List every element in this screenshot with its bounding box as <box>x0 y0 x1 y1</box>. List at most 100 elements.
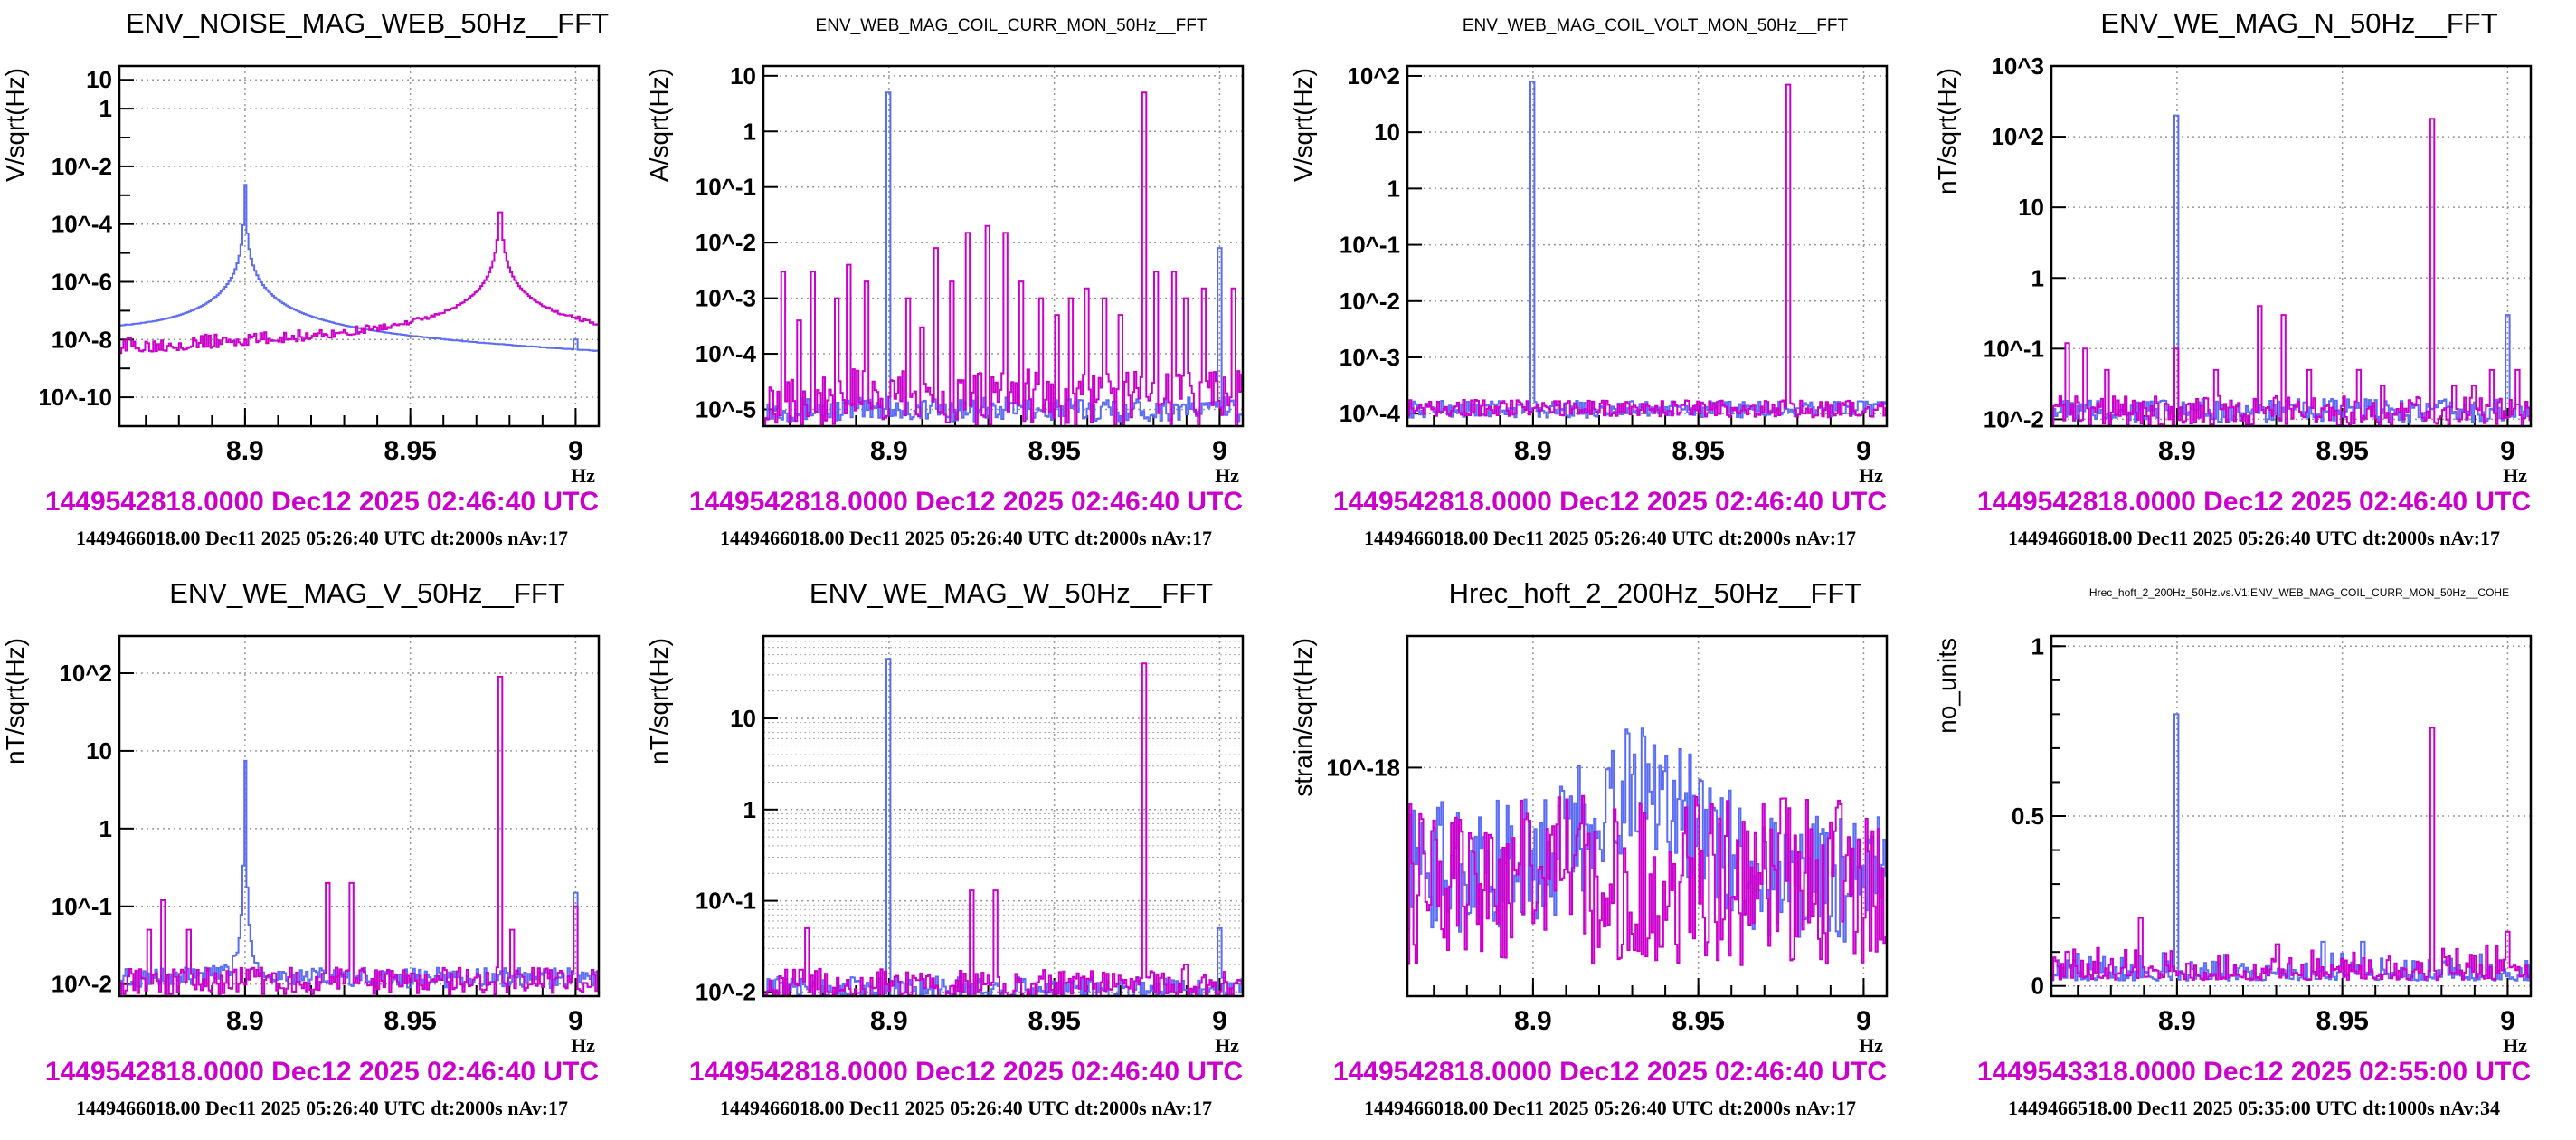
x-axis-label: Hz <box>2503 1034 2527 1057</box>
chart-svg: 10^-5 10^-4 10^-3 10^-2 10^-1 1 10 8.9 8.95 9Hz A/… <box>645 62 1245 487</box>
chart-svg: 10^-2 10^-1 1 10 8.9 8.95 9Hz nT/sqrt(Hz) <box>645 634 1245 1057</box>
y-tick-label: 10^-2 <box>52 153 112 180</box>
plot-frame <box>1406 634 1889 998</box>
x-axis-label: Hz <box>1859 1034 1883 1057</box>
chart-svg: 10^-10 10^-8 10^-6 10^-4 10^-2 110 8.9 8.95 9Hz V… <box>1 64 601 487</box>
y-tick-label: 1 <box>2031 632 2044 660</box>
y-tick-label: 10^-4 <box>1340 400 1401 427</box>
series-reference <box>2051 713 2531 982</box>
chart-svg: 10^-18 8.9 8.95 9Hz strain/sqrt(Hz) <box>1289 634 1889 1057</box>
x-tick-label: 8.95 <box>1672 436 1724 466</box>
x-tick-label: 9 <box>2500 436 2515 466</box>
y-axis-label: nT/sqrt(Hz) <box>645 638 673 765</box>
current-time-label: 1449542818.0000 Dec12 2025 02:46:40 UTC <box>688 1057 1244 1087</box>
plot-frame <box>762 64 1245 428</box>
series-current <box>1407 794 1887 966</box>
chart-panel: ENV_WE_MAG_W_50Hz__FFT 10^-2 10^-1 1 10 8.9 8.… <box>644 570 1288 1140</box>
series-current <box>119 211 599 355</box>
x-axis-label: Hz <box>2503 464 2527 487</box>
y-tick-label: 10^-2 <box>1984 405 2044 432</box>
y-tick-label: 0.5 <box>2012 803 2044 830</box>
chart-title: ENV_WEB_MAG_COIL_CURR_MON_50Hz__FFT <box>815 16 1208 35</box>
y-axis-label: nT/sqrt(Hz) <box>1933 68 1961 195</box>
reference-time-label: 1449466018.00 Dec11 2025 05:26:40 UTC dt… <box>2007 527 2501 549</box>
chart-panel: ENV_WE_MAG_V_50Hz__FFT 10^-2 10^-1 1 10 10^2 8… <box>0 570 644 1140</box>
x-tick-label: 9 <box>568 1006 583 1036</box>
y-tick-label: 10^-1 <box>1340 232 1400 259</box>
y-tick-label: 10 <box>730 62 756 90</box>
chart-panel: Hrec_hoft_2_200Hz_50Hz.vs.V1:ENV_WEB_MAG… <box>1932 570 2576 1140</box>
current-time-label: 1449542818.0000 Dec12 2025 02:46:40 UTC <box>1332 487 1888 517</box>
x-tick-label: 8.9 <box>1514 436 1552 466</box>
y-tick-label: 10^-2 <box>696 229 756 256</box>
y-tick-label: 1 <box>99 95 112 122</box>
reference-time-label: 1449466018.00 Dec11 2025 05:26:40 UTC dt… <box>75 527 569 549</box>
x-tick-label: 8.95 <box>384 1006 436 1036</box>
x-axis-label: Hz <box>571 464 595 487</box>
chart-svg: 10^-4 10^-3 10^-2 10^-1 1 10 10^2 8.9 8.95 9Hz V/s… <box>1289 62 1889 487</box>
series-current <box>764 662 1243 996</box>
plot-frame <box>762 634 1245 998</box>
y-tick-label: 10^-18 <box>1326 754 1400 781</box>
reference-time-label: 1449466518.00 Dec11 2025 05:35:00 UTC dt… <box>2007 1097 2501 1119</box>
x-tick-label: 8.9 <box>1514 1006 1552 1036</box>
y-tick-label: 1 <box>99 815 112 842</box>
series-reference <box>766 658 1243 996</box>
y-tick-label: 10^-3 <box>696 285 756 312</box>
y-tick-label: 1 <box>1387 175 1400 202</box>
x-axis-label: Hz <box>571 1034 595 1057</box>
chart-title: ENV_WE_MAG_V_50Hz__FFT <box>169 577 565 609</box>
x-tick-label: 8.9 <box>2158 1006 2196 1036</box>
series-reference <box>2051 114 2531 424</box>
y-tick-label: 10^-4 <box>696 340 757 367</box>
chart-panel: ENV_WE_MAG_N_50Hz__FFT 10^-2 10^-1 1 10 10^2 1… <box>1932 0 2576 570</box>
chart-panel: ENV_NOISE_MAG_WEB_50Hz__FFT 10^-10 10^-8 10… <box>0 0 644 570</box>
y-tick-label: 10^-2 <box>696 978 756 1005</box>
series-current <box>2051 118 2531 426</box>
y-axis-label: no_units <box>1933 638 1961 734</box>
chart-panel: ENV_WEB_MAG_COIL_CURR_MON_50Hz__FFT 10^-5… <box>644 0 1288 570</box>
y-tick-label: 10 <box>86 66 112 93</box>
y-tick-label: 10^-4 <box>52 211 113 238</box>
y-tick-label: 10^-1 <box>52 893 112 920</box>
reference-time-label: 1449466018.00 Dec11 2025 05:26:40 UTC dt… <box>1363 527 1857 549</box>
y-tick-label: 10^3 <box>1991 52 2044 80</box>
x-tick-label: 8.9 <box>2158 436 2196 466</box>
y-tick-label: 10 <box>730 705 756 732</box>
x-tick-label: 8.95 <box>384 436 436 466</box>
plot-frame <box>2050 634 2533 998</box>
x-tick-label: 8.95 <box>2316 436 2368 466</box>
y-axis-label: V/sqrt(Hz) <box>1 68 29 182</box>
y-tick-label: 10^-10 <box>38 384 112 411</box>
series-reference <box>1407 727 1887 943</box>
x-tick-label: 8.95 <box>2316 1006 2368 1036</box>
chart-svg: 0 0.5 1 8.9 8.95 9Hz no_units <box>1933 632 2533 1057</box>
y-tick-label: 10 <box>2018 194 2044 221</box>
x-axis-label: Hz <box>1859 464 1883 487</box>
y-tick-label: 10^2 <box>1991 123 2044 150</box>
y-tick-label: 10^-3 <box>1340 344 1400 371</box>
current-time-label: 1449542818.0000 Dec12 2025 02:46:40 UTC <box>44 1057 600 1087</box>
y-tick-label: 0 <box>2031 973 2044 1000</box>
x-tick-label: 9 <box>1212 1006 1227 1036</box>
x-axis-label: Hz <box>1215 1034 1239 1057</box>
y-tick-label: 10^-2 <box>1340 288 1400 315</box>
reference-time-label: 1449466018.00 Dec11 2025 05:26:40 UTC dt… <box>719 527 1213 549</box>
y-axis-label: A/sqrt(Hz) <box>645 68 673 182</box>
x-tick-label: 9 <box>568 436 583 466</box>
y-tick-label: 10 <box>1374 119 1400 146</box>
plot-frame <box>1406 64 1889 428</box>
x-tick-label: 8.9 <box>870 1006 908 1036</box>
series-current <box>119 675 599 996</box>
y-axis-label: V/sqrt(Hz) <box>1289 68 1317 182</box>
chart-title: ENV_NOISE_MAG_WEB_50Hz__FFT <box>125 7 610 39</box>
x-tick-label: 8.95 <box>1028 436 1080 466</box>
x-tick-label: 9 <box>1212 436 1227 466</box>
series-reference <box>119 184 599 352</box>
y-tick-label: 10^-5 <box>696 396 756 423</box>
current-time-label: 1449542818.0000 Dec12 2025 02:46:40 UTC <box>688 487 1244 517</box>
reference-time-label: 1449466018.00 Dec11 2025 05:26:40 UTC dt… <box>719 1097 1213 1119</box>
chart-title: ENV_WE_MAG_N_50Hz__FFT <box>2100 7 2498 39</box>
y-tick-label: 1 <box>743 796 756 823</box>
